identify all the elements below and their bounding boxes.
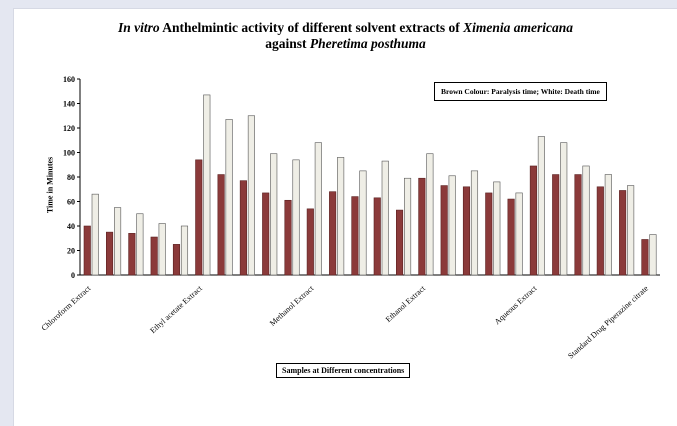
bar-paralysis-11 — [306, 208, 314, 276]
chart-title: In vitro Anthelmintic activity of differ… — [14, 20, 677, 52]
y-tick-label-60: 60 — [67, 198, 75, 207]
bar-paralysis-22 — [552, 174, 560, 276]
bar-death-19 — [493, 181, 501, 276]
bar-paralysis-7 — [217, 174, 225, 276]
x-category-label-6: Standard Drug Piperazine citrate — [566, 283, 650, 360]
y-tick-label-120: 120 — [63, 124, 75, 133]
bar-paralysis-5 — [172, 244, 181, 276]
y-axis-title: Time in Minutes — [45, 156, 55, 214]
x-category-label-3: Methanol Extract — [268, 283, 316, 328]
bar-paralysis-13 — [351, 196, 359, 276]
bar-death-4 — [158, 223, 166, 276]
x-category-label-2: Ethyl acetate Extract — [148, 283, 204, 335]
x-category-label-1: Chloroform Extract — [40, 283, 93, 332]
bar-paralysis-21 — [529, 165, 537, 276]
bar-death-15 — [404, 177, 412, 276]
bar-paralysis-25 — [619, 190, 627, 276]
bar-death-1 — [91, 193, 99, 276]
chart-title-line-1: In vitro Anthelmintic activity of differ… — [14, 20, 677, 36]
y-tick-label-0: 0 — [71, 271, 75, 280]
bar-paralysis-8 — [239, 180, 247, 276]
bar-death-21 — [537, 136, 545, 276]
title-organism: Pheretima posthuma — [309, 36, 426, 51]
bar-paralysis-12 — [329, 191, 337, 276]
x-category-label-5: Aqueous Extract — [493, 283, 539, 326]
title-against: against — [265, 36, 310, 51]
chart-title-line-2: against Pheretima posthuma — [14, 36, 677, 52]
bar-death-24 — [604, 174, 612, 276]
bar-paralysis-1 — [83, 225, 91, 276]
bar-death-7 — [225, 119, 233, 276]
bar-paralysis-3 — [128, 233, 136, 276]
x-axis-title: Samples at Different concentrations — [276, 363, 411, 378]
bar-paralysis-20 — [507, 198, 515, 276]
bar-paralysis-14 — [373, 197, 381, 276]
x-category-label-4: Ethanol Extract — [384, 283, 428, 324]
title-species: Ximenia americana — [463, 20, 573, 35]
bar-death-20 — [515, 192, 523, 276]
bar-death-2 — [114, 207, 122, 276]
bar-death-5 — [180, 225, 189, 276]
y-tick-label-160: 160 — [63, 75, 75, 84]
title-middle: Anthelmintic activity of different solve… — [159, 20, 464, 35]
y-tick-label-20: 20 — [67, 247, 75, 256]
y-tick-label-80: 80 — [67, 173, 75, 182]
bar-paralysis-15 — [396, 209, 404, 276]
bar-death-11 — [314, 142, 322, 276]
bar-death-26 — [649, 234, 657, 276]
bar-paralysis-6 — [195, 159, 203, 276]
bar-death-6 — [203, 94, 211, 276]
bar-death-25 — [627, 185, 635, 276]
bar-death-3 — [136, 213, 144, 276]
y-tick-label-140: 140 — [63, 100, 75, 109]
bar-death-14 — [381, 160, 389, 276]
bar-paralysis-9 — [262, 192, 270, 276]
bar-paralysis-4 — [150, 236, 158, 276]
bar-paralysis-16 — [418, 177, 426, 276]
bar-paralysis-26 — [641, 239, 649, 276]
bar-paralysis-10 — [284, 199, 292, 276]
chart-page: In vitro Anthelmintic activity of differ… — [14, 9, 677, 426]
bar-death-10 — [292, 159, 300, 276]
title-in-vitro: In vitro — [118, 20, 160, 35]
bar-death-23 — [582, 165, 590, 276]
bar-death-12 — [337, 157, 345, 276]
bar-chart: 0 20 40 60 80 100 120 140 160 Chloroform Extract E… — [40, 75, 660, 360]
legend: Brown Colour: Paralysis time; White: Dea… — [434, 82, 607, 101]
bar-paralysis-24 — [596, 186, 604, 276]
bar-death-17 — [448, 175, 456, 276]
bar-death-13 — [359, 170, 367, 276]
bar-death-22 — [560, 142, 568, 276]
bar-paralysis-19 — [485, 192, 493, 276]
bar-paralysis-23 — [574, 174, 582, 276]
bar-death-8 — [247, 115, 255, 276]
bar-paralysis-18 — [462, 186, 471, 276]
bar-paralysis-17 — [440, 185, 448, 276]
bar-death-16 — [426, 153, 434, 276]
bar-paralysis-2 — [106, 231, 114, 276]
y-tick-label-40: 40 — [67, 222, 75, 231]
bar-death-18 — [470, 170, 479, 276]
bar-death-9 — [270, 153, 278, 276]
y-tick-label-100: 100 — [63, 149, 75, 158]
